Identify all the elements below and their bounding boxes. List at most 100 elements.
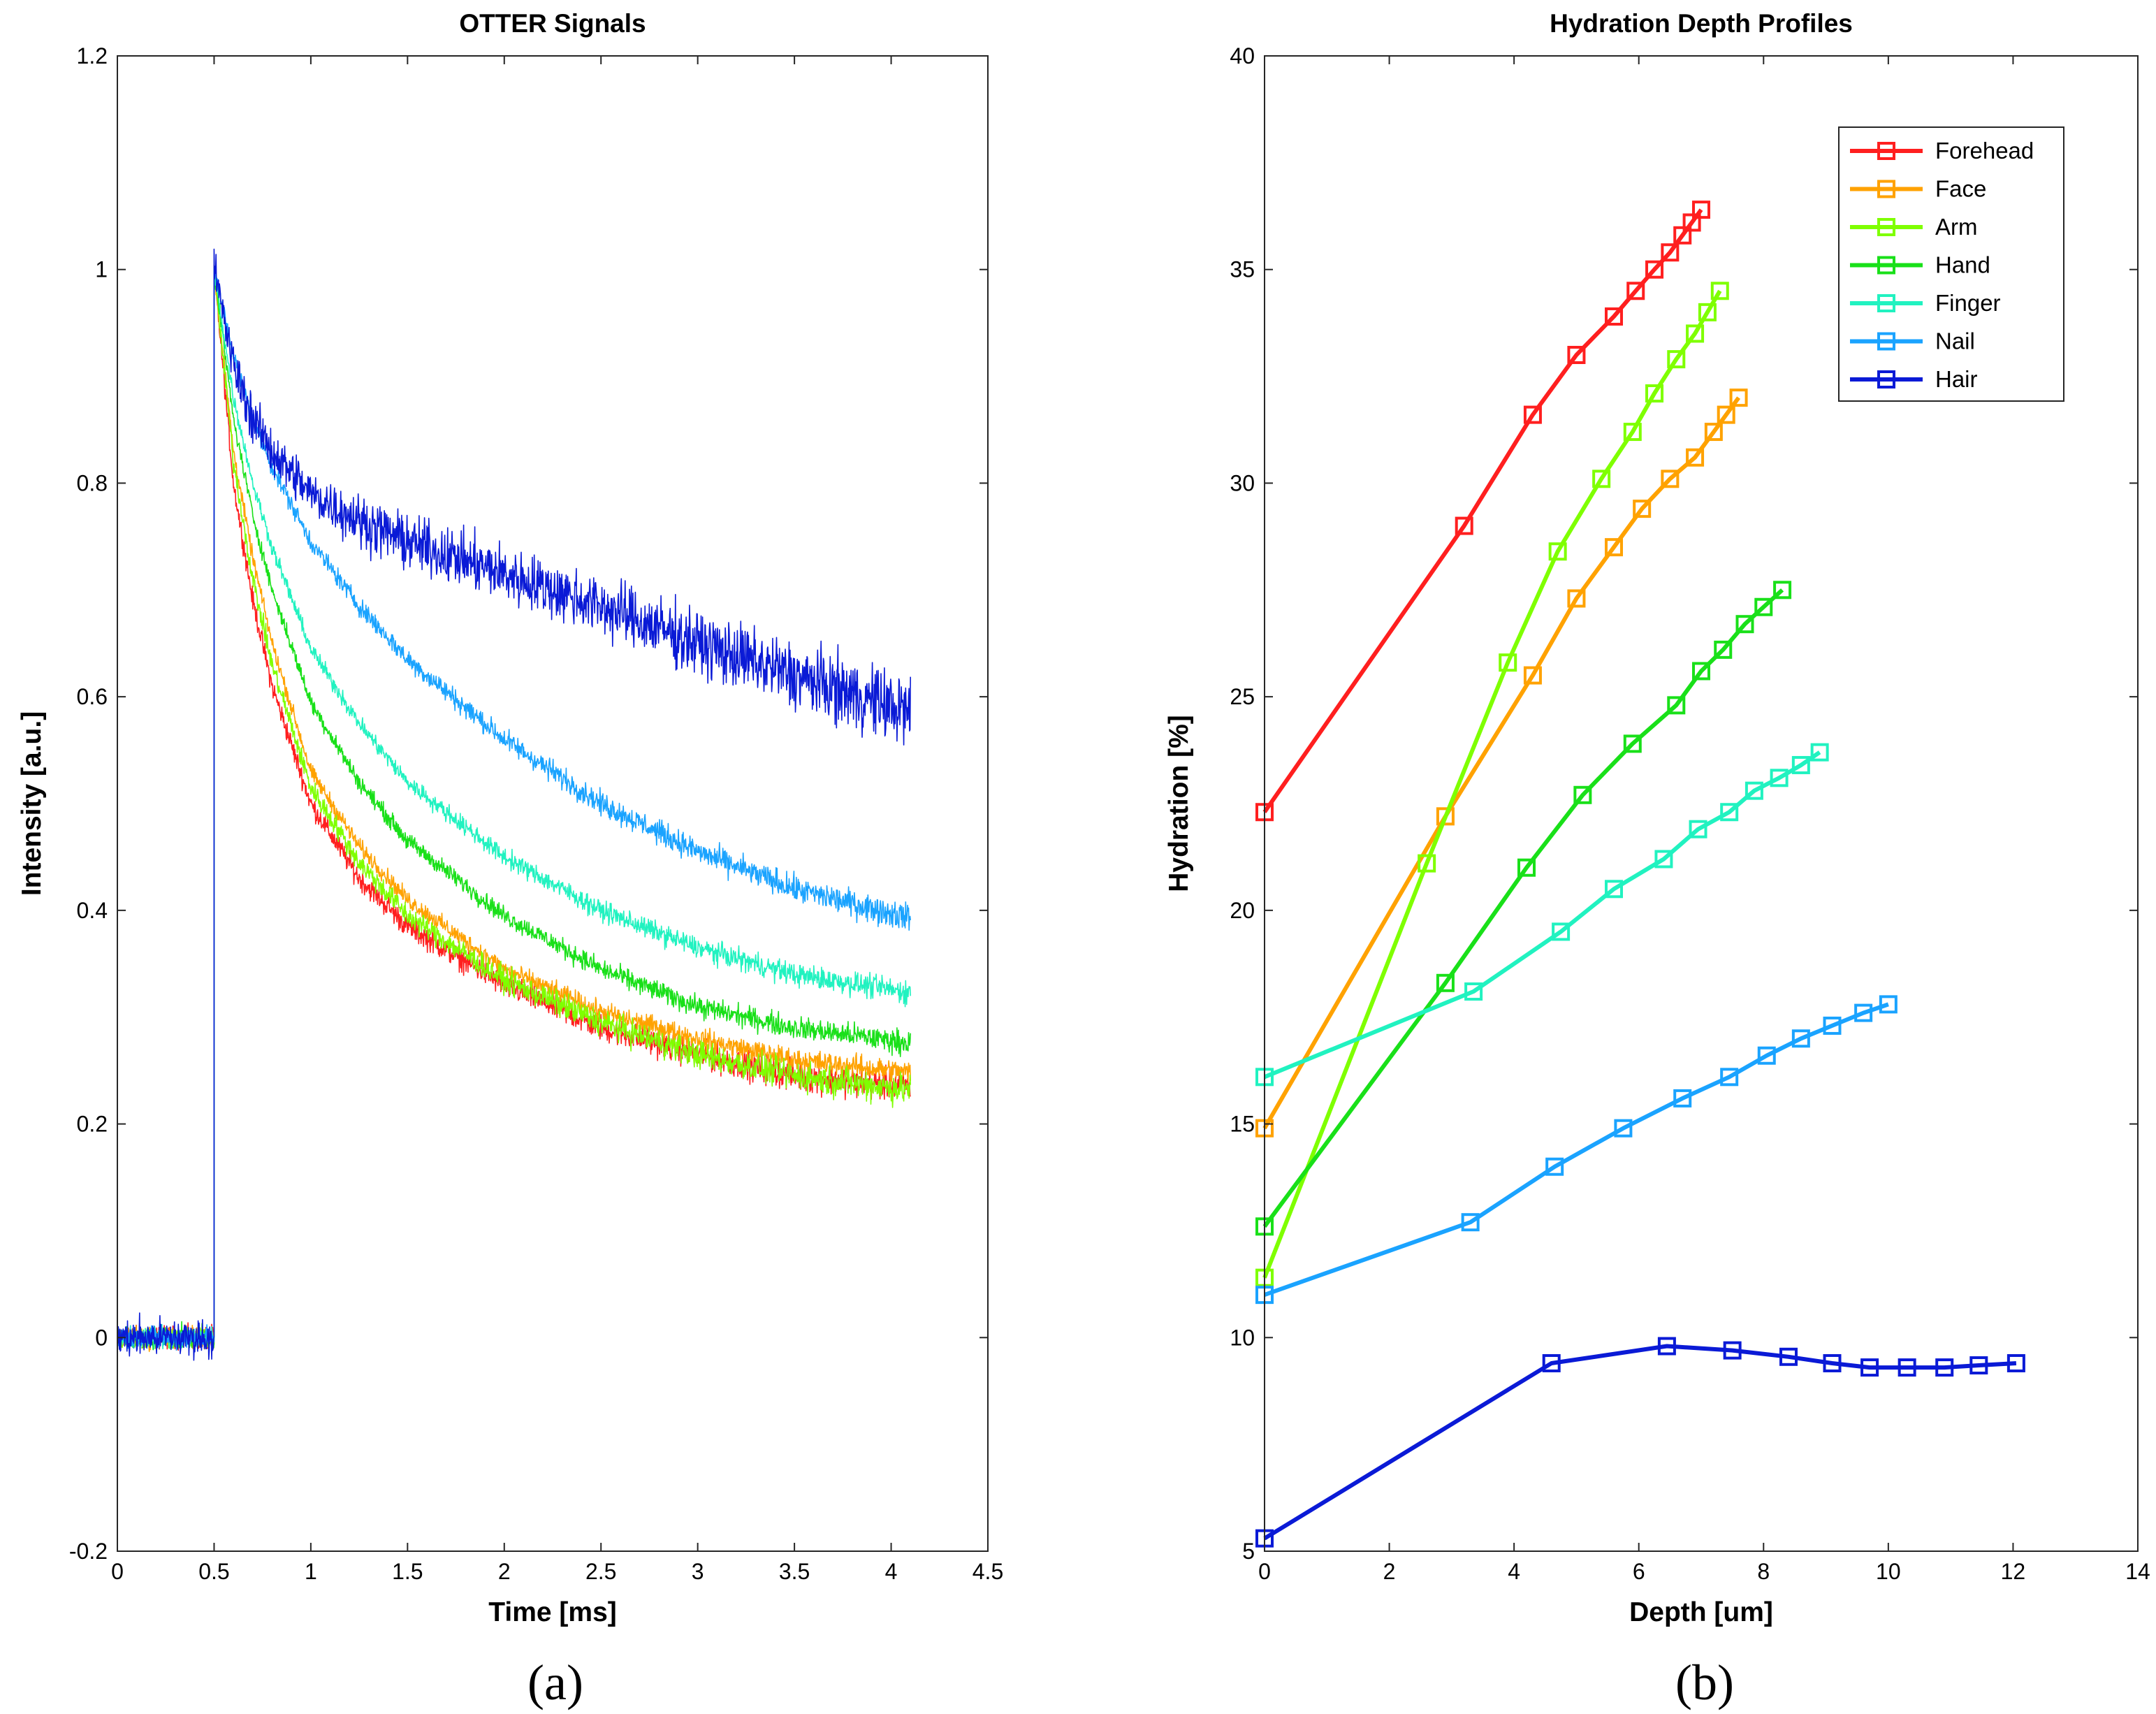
marker-hair xyxy=(1935,1358,1954,1377)
series-forehead xyxy=(1255,201,1710,822)
marker-nail xyxy=(1879,995,1898,1014)
marker-forehead xyxy=(1673,226,1692,245)
b-x-tick-label: 4 xyxy=(1508,1559,1520,1584)
hydration-profiles-chart: 0 2 4 6 8 10 12 14 5 10 15 20 25 30 35 40 Hydration Dep… xyxy=(1164,9,2150,1711)
y-axis-label-a: Intensity [a.u.] xyxy=(17,711,47,896)
marker-face xyxy=(1661,470,1680,488)
marker-face xyxy=(1436,807,1455,826)
b-x-tick-label: 6 xyxy=(1633,1559,1645,1584)
a-y-tick-label: 0.2 xyxy=(77,1112,108,1137)
marker-finger xyxy=(1464,982,1483,1001)
b-y-tick-label: 40 xyxy=(1230,43,1255,68)
marker-forehead xyxy=(1626,282,1645,300)
marker-arm xyxy=(1623,423,1642,442)
b-y-tick-label: 10 xyxy=(1230,1325,1255,1350)
chart-title-a: OTTER Signals xyxy=(459,9,646,38)
a-y-tick-label: 0.4 xyxy=(77,898,108,923)
signal-line-hand xyxy=(117,266,911,1351)
marker-hand xyxy=(1623,734,1642,753)
a-x-tick-label: 0.5 xyxy=(198,1559,229,1584)
b-y-tick-label: 25 xyxy=(1230,684,1255,709)
legend-swatch-marker xyxy=(1877,256,1895,275)
marker-face xyxy=(1704,423,1723,442)
plot-area-a xyxy=(117,56,988,1551)
otter-signal-series xyxy=(117,248,911,1361)
marker-face xyxy=(1686,448,1705,467)
b-y-tick-label: 20 xyxy=(1230,898,1255,923)
legend-item-nail: Nail xyxy=(1850,328,1975,354)
marker-forehead xyxy=(1661,243,1680,262)
b-x-tick-label: 12 xyxy=(2001,1559,2026,1584)
signal-line-face xyxy=(117,264,911,1352)
marker-arm xyxy=(1698,303,1717,321)
marker-nail xyxy=(1720,1068,1739,1087)
a-x-tick-label: 3 xyxy=(692,1559,704,1584)
a-x-tick-label: 1.5 xyxy=(392,1559,423,1584)
a-x-tick-label: 0 xyxy=(111,1559,124,1584)
marker-forehead xyxy=(1605,307,1623,326)
series-arm xyxy=(1255,282,1729,1287)
legend-label: Finger xyxy=(1935,290,2001,316)
axis-ticks-a: 0 0.5 1 1.5 2 2.5 3 3.5 4 4.5-0.200.20.40.60.811.… xyxy=(69,43,1003,1584)
marker-arm xyxy=(1592,470,1611,488)
a-y-tick-label: 0 xyxy=(95,1325,108,1350)
series-face xyxy=(1255,388,1748,1138)
series-finger xyxy=(1255,743,1829,1087)
b-x-tick-label: 14 xyxy=(2125,1559,2150,1584)
a-x-tick-label: 2.5 xyxy=(585,1559,616,1584)
marker-nail xyxy=(1791,1029,1810,1048)
marker-hand xyxy=(1436,973,1455,992)
line-hair xyxy=(1263,1344,2017,1541)
b-x-tick-label: 8 xyxy=(1757,1559,1770,1584)
marker-forehead xyxy=(1682,213,1701,232)
a-x-tick-label: 2 xyxy=(498,1559,511,1584)
line-face xyxy=(1262,396,1741,1130)
marker-finger xyxy=(1689,820,1707,838)
marker-hand xyxy=(1692,662,1710,681)
marker-hair xyxy=(1969,1356,1988,1375)
marker-nail xyxy=(1823,1016,1842,1035)
axes-box-a xyxy=(117,55,989,1552)
a-x-tick-label: 4 xyxy=(885,1559,898,1584)
series-hand xyxy=(1255,581,1792,1236)
x-axis-label-a: Time [ms] xyxy=(488,1597,617,1627)
b-y-tick-label: 15 xyxy=(1230,1112,1255,1137)
marker-finger xyxy=(1720,803,1739,822)
marker-arm xyxy=(1686,324,1705,343)
signal-line-finger xyxy=(117,268,911,1350)
axes-box-b xyxy=(1264,55,2139,1552)
legend-item-face: Face xyxy=(1850,176,1986,202)
legend-swatch-marker xyxy=(1877,332,1895,351)
legend-label: Hand xyxy=(1935,252,1990,278)
marker-arm xyxy=(1418,854,1436,873)
marker-face xyxy=(1633,500,1652,518)
a-y-tick-label: -0.2 xyxy=(69,1539,108,1564)
a-y-tick-label: 0.8 xyxy=(77,470,108,495)
a-y-tick-label: 1 xyxy=(95,257,108,282)
legend-item-hand: Hand xyxy=(1850,252,1990,278)
signal-line-hair xyxy=(117,248,911,1361)
legend-swatch-marker xyxy=(1877,294,1895,312)
marker-face xyxy=(1717,405,1735,424)
marker-forehead xyxy=(1523,405,1542,424)
marker-arm xyxy=(1710,282,1729,300)
a-x-tick-label: 4.5 xyxy=(973,1559,1003,1584)
marker-hand xyxy=(1517,858,1536,877)
b-x-tick-label: 0 xyxy=(1258,1559,1271,1584)
otter-signals-chart: 0 0.5 1 1.5 2 2.5 3 3.5 4 4.5-0.200.20.40.60.811.… xyxy=(17,9,1003,1711)
a-x-tick-label: 1 xyxy=(305,1559,317,1584)
marker-face xyxy=(1729,388,1748,407)
marker-forehead xyxy=(1455,516,1473,535)
a-x-tick-label: 3.5 xyxy=(779,1559,810,1584)
b-y-tick-label: 35 xyxy=(1230,257,1255,282)
marker-hair xyxy=(1723,1341,1742,1360)
marker-arm xyxy=(1667,350,1686,369)
marker-forehead xyxy=(1692,201,1710,219)
marker-nail xyxy=(1854,1003,1873,1022)
b-x-tick-label: 10 xyxy=(1876,1559,1901,1584)
marker-hand xyxy=(1667,696,1686,715)
b-y-tick-label: 5 xyxy=(1242,1539,1255,1564)
marker-hair xyxy=(1779,1347,1798,1366)
legend-item-forehead: Forehead xyxy=(1850,138,2034,164)
marker-hand xyxy=(1735,615,1754,634)
